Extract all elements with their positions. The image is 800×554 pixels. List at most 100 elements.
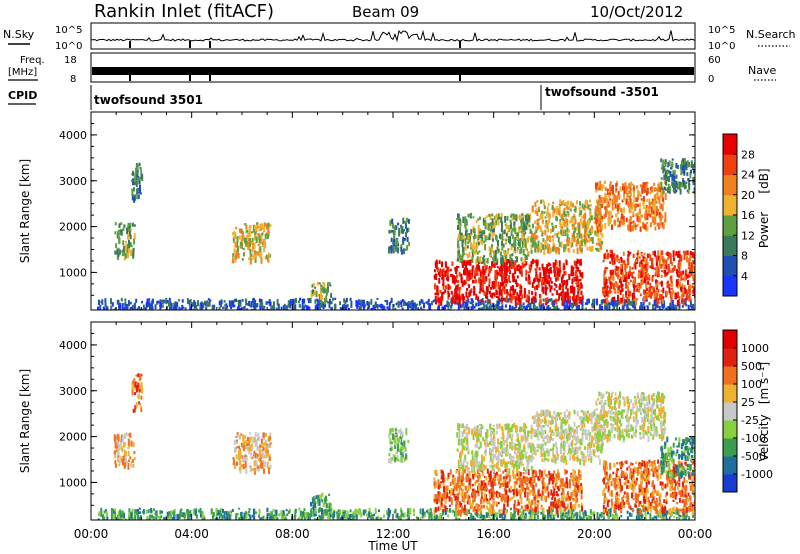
echo-cell: [511, 243, 514, 246]
echo-cell: [670, 298, 673, 303]
y-tick-label: 3000: [59, 175, 87, 188]
echo-cell: [595, 199, 598, 204]
echo-cell: [205, 306, 208, 310]
echo-cell: [627, 254, 630, 261]
echo-cell: [611, 281, 614, 286]
echo-cell: [423, 511, 426, 515]
echo-cell: [578, 241, 581, 246]
echo-cell: [650, 292, 653, 299]
echo-cell: [688, 290, 691, 295]
echo-cell: [692, 512, 695, 518]
echo-cell: [588, 219, 590, 226]
echo-cell: [572, 231, 575, 238]
echo-cell: [664, 215, 667, 223]
echo-cell: [128, 242, 131, 249]
echo-cell: [97, 306, 99, 310]
echo-cell: [322, 282, 325, 285]
echo-cell: [397, 516, 400, 520]
echo-cell: [363, 299, 365, 306]
echo-cell: [688, 179, 691, 187]
echo-cell: [493, 252, 496, 258]
echo-cell: [466, 232, 469, 237]
echo-cell: [584, 511, 587, 517]
echo-cell: [462, 301, 465, 306]
freq-tick-top: 18: [64, 55, 77, 66]
echo-cell: [576, 518, 579, 520]
echo-cell: [603, 180, 606, 184]
echo-cell: [537, 281, 540, 288]
echo-cell: [224, 304, 227, 310]
echo-cell: [272, 305, 274, 310]
echo-cell: [313, 289, 316, 296]
echo-cell: [643, 252, 646, 255]
echo-cell: [654, 194, 657, 201]
echo-cell: [266, 255, 269, 262]
echo-cell: [230, 304, 233, 310]
echo-cell: [663, 263, 666, 270]
echo-cell: [552, 262, 555, 268]
echo-cell: [456, 257, 459, 262]
echo-cell: [248, 436, 251, 443]
echo-cell: [636, 189, 639, 195]
echo-cell: [131, 511, 134, 518]
echo-cell: [119, 509, 122, 516]
echo-cell: [474, 519, 477, 520]
echo-cell: [110, 305, 113, 310]
echo-cell: [168, 511, 171, 515]
echo-cell: [131, 508, 134, 512]
echo-cell: [511, 273, 514, 279]
echo-cell: [625, 190, 627, 194]
echo-cell: [310, 510, 313, 516]
echo-cell: [585, 239, 588, 242]
echo-cell: [457, 220, 460, 227]
echo-cell: [536, 260, 539, 266]
echo-cell: [609, 510, 612, 517]
echo-cell: [638, 191, 641, 196]
echo-cell: [656, 285, 658, 291]
echo-cell: [133, 378, 136, 381]
echo-cell: [218, 510, 221, 516]
echo-cell: [138, 387, 141, 393]
echo-cell: [366, 301, 369, 306]
echo-cell: [512, 261, 515, 264]
echo-cell: [612, 276, 615, 281]
echo-cell: [407, 302, 409, 310]
echo-cell: [525, 276, 528, 281]
echo-cell: [479, 285, 482, 292]
echo-cell: [248, 450, 251, 455]
echo-cell: [323, 282, 326, 290]
echo-cell: [161, 510, 163, 514]
echo-cell: [127, 443, 130, 449]
echo-cell: [629, 221, 632, 228]
echo-cell: [515, 296, 518, 301]
echo-cell: [251, 237, 254, 242]
echo-cell: [609, 198, 612, 201]
echo-cell: [586, 200, 589, 207]
echo-cell: [483, 258, 486, 266]
echo-cell: [545, 281, 548, 285]
echo-cell: [578, 285, 581, 291]
echo-cell: [494, 278, 497, 283]
echo-cell: [576, 200, 578, 205]
echo-cell: [391, 230, 394, 233]
echo-cell: [627, 290, 630, 295]
echo-cell: [494, 270, 497, 277]
echo-cell: [527, 271, 530, 274]
echo-cell: [256, 222, 259, 225]
echo-cell: [627, 252, 630, 257]
echo-cell: [626, 516, 629, 520]
echo-cell: [684, 517, 687, 520]
echo-cell: [354, 517, 357, 520]
echo-cell: [587, 234, 590, 239]
echo-cell: [244, 223, 247, 226]
echo-cell: [660, 270, 663, 273]
echo-cell: [638, 272, 641, 275]
echo-cell: [573, 215, 576, 218]
echo-cell: [478, 257, 481, 262]
echo-cell: [546, 220, 549, 225]
echo-cell: [270, 306, 273, 310]
echo-cell: [132, 187, 135, 192]
echo-cell: [377, 515, 380, 520]
echo-cell: [168, 511, 171, 519]
echo-cell: [372, 304, 375, 310]
